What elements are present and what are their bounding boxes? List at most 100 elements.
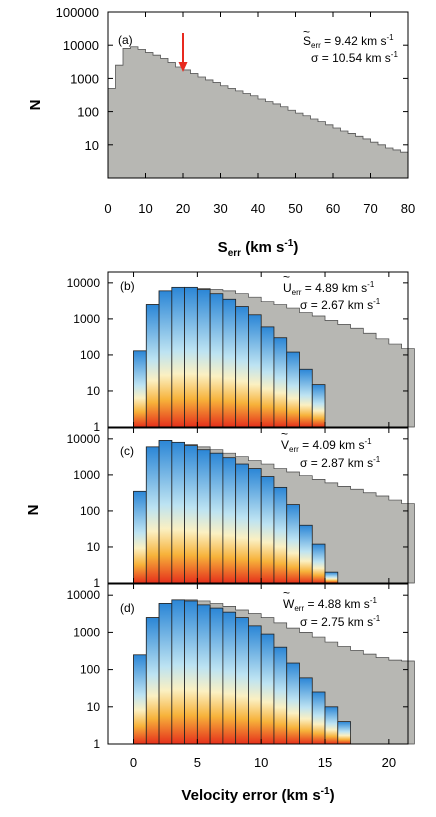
colored-histogram-bar bbox=[299, 368, 313, 428]
x-tick-label: 20 bbox=[382, 755, 396, 770]
y-tick-label: 1 bbox=[93, 576, 100, 590]
colored-histogram-bar bbox=[311, 543, 326, 584]
colored-histogram-bar bbox=[209, 607, 224, 745]
panel-a-ann1-sup: -1 bbox=[387, 33, 395, 42]
panel-c-y-ticks: 1 10 100 1000 10000 bbox=[67, 432, 408, 590]
x-tick-label: 0 bbox=[130, 755, 137, 770]
colored-histogram-bar bbox=[171, 599, 185, 745]
colored-histogram-bar bbox=[324, 706, 339, 745]
colored-histogram-bar bbox=[273, 646, 288, 745]
panel-a-y-ticks: 10 100 1000 10000 100000 bbox=[56, 5, 408, 153]
x-tick-label: 30 bbox=[213, 201, 227, 216]
colored-histogram-bar bbox=[324, 571, 339, 584]
panel-b-tilde: ~ bbox=[283, 270, 290, 284]
colored-histogram-bar bbox=[196, 449, 211, 584]
panel-c-annotation-line2: σ = 2.87 km s-1 bbox=[300, 455, 381, 470]
y-tick-label: 10 bbox=[85, 138, 99, 153]
y-tick-label: 1000 bbox=[73, 468, 100, 482]
panel-a-bars bbox=[107, 46, 409, 179]
panel-c: 1 10 100 1000 10000 (c) ~ Verr = 4.09 km s-1… bbox=[67, 427, 415, 590]
x-tick-label: 70 bbox=[363, 201, 377, 216]
panel-d-x-ticks bbox=[133, 584, 390, 744]
x-tick-label: 60 bbox=[326, 201, 340, 216]
y-tick-label: 1 bbox=[93, 737, 100, 751]
x-tick-label: 50 bbox=[288, 201, 302, 216]
panel-d-annotation-line2: σ = 2.75 km s-1 bbox=[300, 614, 381, 629]
colored-histogram-bar bbox=[248, 625, 262, 745]
histogram-area bbox=[107, 46, 409, 179]
colored-histogram-bar bbox=[133, 654, 147, 745]
colored-histogram-bar bbox=[286, 351, 300, 428]
colored-histogram-bar bbox=[337, 721, 351, 745]
colored-histogram-bar bbox=[145, 304, 160, 428]
y-tick-label: 100000 bbox=[56, 5, 99, 20]
colored-histogram-bar bbox=[260, 633, 275, 745]
colored-histogram-bar bbox=[184, 600, 198, 745]
panel-d-annotation-line1: Werr = 4.88 km s-1 bbox=[283, 596, 377, 613]
colored-histogram-bar bbox=[171, 286, 185, 428]
panel-c-tilde: ~ bbox=[281, 427, 288, 441]
panel-a-tilde: ~ bbox=[303, 25, 310, 39]
panel-d: 1 10 100 1000 10000 (d) ~ Werr = 4.88 km s-1… bbox=[67, 583, 415, 751]
colored-histogram-bar bbox=[260, 326, 275, 428]
panel-d-y-ticks: 1 10 100 1000 10000 bbox=[67, 588, 408, 751]
panel-a-label: (a) bbox=[118, 33, 133, 47]
x-tick-label: 10 bbox=[138, 201, 152, 216]
y-tick-label: 1000 bbox=[70, 71, 99, 86]
colored-histogram-bar bbox=[158, 603, 173, 745]
x-tick-label: 5 bbox=[194, 755, 201, 770]
panel-a-ann2-text: σ = 10.54 km s bbox=[311, 51, 391, 65]
y-tick-label: 1000 bbox=[73, 312, 100, 326]
panel-c-annotation-line1: Verr = 4.09 km s-1 bbox=[281, 437, 372, 454]
colored-histogram-bar bbox=[184, 286, 198, 428]
shared-y-label: N bbox=[25, 505, 42, 516]
y-tick-label: 100 bbox=[77, 105, 99, 120]
bottom-x-tick-labels: 0 5 10 15 20 bbox=[130, 755, 396, 770]
y-tick-label: 10 bbox=[87, 384, 101, 398]
colored-histogram-bar bbox=[235, 617, 249, 745]
colored-histogram-bar bbox=[171, 441, 185, 584]
x-tick-label: 20 bbox=[176, 201, 190, 216]
colored-histogram-bar bbox=[273, 337, 288, 428]
panel-b-frame bbox=[107, 271, 409, 428]
x-tick-label: 0 bbox=[104, 201, 111, 216]
colored-histogram-bar bbox=[299, 524, 313, 584]
panel-a-x-ticks: 0 10 20 30 40 50 60 70 80 bbox=[104, 12, 415, 216]
colored-histogram-bar bbox=[286, 662, 300, 745]
colored-histogram-bar bbox=[248, 314, 262, 428]
x-tick-label: 15 bbox=[318, 755, 332, 770]
y-tick-label: 1000 bbox=[73, 625, 100, 639]
panel-c-x-ticks bbox=[133, 428, 390, 583]
colored-histogram-bar bbox=[235, 306, 249, 428]
colored-histogram-bar bbox=[158, 440, 173, 584]
shared-x-label: Velocity error (km s-1) bbox=[181, 786, 334, 804]
panel-c-label: (c) bbox=[120, 444, 134, 458]
colored-histogram-bar bbox=[145, 617, 160, 745]
y-tick-label: 10 bbox=[87, 700, 101, 714]
y-tick-label: 1 bbox=[93, 420, 100, 434]
panel-b-colored-bars bbox=[133, 286, 326, 428]
colored-histogram-bar bbox=[145, 446, 160, 584]
colored-histogram-bar bbox=[158, 290, 173, 428]
x-tick-label: 40 bbox=[251, 201, 265, 216]
x-tick-label: 80 bbox=[401, 201, 415, 216]
colored-histogram-bar bbox=[196, 604, 211, 745]
y-tick-label: 100 bbox=[80, 348, 100, 362]
panel-c-frame bbox=[107, 427, 409, 584]
panel-b: 1 10 100 1000 10000 (b) ~ Uerr = 4.89 km s-1… bbox=[67, 270, 415, 434]
colored-histogram-bar bbox=[209, 452, 224, 584]
colored-histogram-bar bbox=[222, 457, 237, 584]
colored-histogram-bar bbox=[184, 445, 198, 584]
colored-histogram-bar bbox=[273, 486, 288, 584]
y-tick-label: 10 bbox=[87, 540, 101, 554]
colored-histogram-bar bbox=[299, 677, 313, 745]
y-tick-label: 10000 bbox=[67, 276, 101, 290]
panel-b-annotation-line2: σ = 2.67 km s-1 bbox=[300, 297, 381, 312]
panel-d-tilde: ~ bbox=[283, 586, 290, 600]
panel-a-ann1-symbol: S bbox=[303, 34, 311, 48]
colored-histogram-bar bbox=[222, 298, 237, 428]
panel-a: 0 10 20 30 40 50 60 70 80 10 100 1000 10000 100000 (… bbox=[27, 5, 415, 259]
panel-d-label: (d) bbox=[120, 601, 135, 615]
panel-b-label: (b) bbox=[120, 279, 135, 293]
colored-histogram-bar bbox=[286, 504, 300, 584]
